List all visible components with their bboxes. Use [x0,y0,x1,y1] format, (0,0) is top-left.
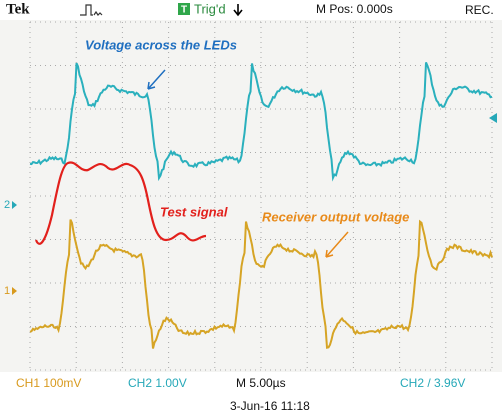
date: 3-Jun-16 11:18 [230,399,310,413]
ch2-marker: 2 [4,199,10,211]
timebase: M 5.00µs [236,376,286,390]
trigger-status: Trig'd [194,1,226,16]
ch1-scale: CH1 100mV [16,376,81,390]
mode: REC. [465,3,494,17]
oscilloscope-screen: Tek T Trig'd M Pos: 0.000s REC. 2 1 Volt… [0,0,502,417]
ch2-scale: CH2 1.00V [128,376,187,390]
header-bar [0,0,502,20]
cyan-annotation: Voltage across the LEDs [85,37,237,52]
position: M Pos: 0.000s [316,2,393,16]
orange-annotation: Receiver output voltage [262,209,409,224]
red-annotation: Test signal [160,204,228,219]
ch1-marker: 1 [4,285,10,297]
trigger-setting: CH2 / 3.96V [400,376,465,390]
page: {"header":{"brand":"Tek","trigger_icon":… [0,0,502,417]
brand: Tek [6,1,30,17]
trigger-icon: T [181,5,187,16]
